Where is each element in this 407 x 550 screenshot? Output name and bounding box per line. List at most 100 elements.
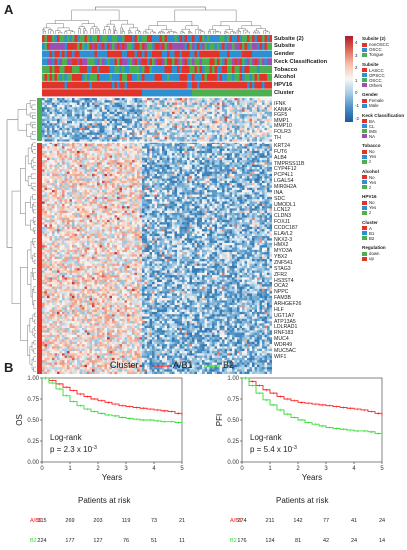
heatmap-cell [239, 183, 243, 186]
heatmap-cell [134, 144, 138, 147]
annotation-cell [132, 42, 135, 50]
heatmap-cell [177, 104, 180, 108]
heatmap-cell [214, 100, 218, 103]
heatmap-cell [232, 185, 235, 188]
heatmap-cell [229, 134, 233, 138]
heatmap-cell [132, 104, 135, 108]
heatmap-cell [249, 98, 253, 101]
heatmap-cell [174, 130, 178, 133]
heatmap-cell [264, 171, 268, 175]
heatmap-cell [212, 155, 215, 158]
heatmap-cell [224, 125, 228, 129]
heatmap-cell [269, 111, 272, 115]
heatmap-cell [84, 185, 88, 188]
annotation-cell [239, 89, 243, 97]
annotation-cell [234, 50, 238, 58]
annotation-cell [182, 35, 185, 43]
heatmap-cell [49, 130, 53, 133]
annotation-cell [192, 89, 195, 97]
heatmap-cell [214, 130, 218, 133]
heatmap-cell [74, 109, 78, 112]
heatmap-cell [242, 114, 245, 117]
heatmap-cell [59, 183, 63, 186]
heatmap-cell [94, 141, 98, 145]
heatmap-cell [164, 132, 168, 135]
annotation-cell [57, 89, 60, 97]
annotation-cell [229, 35, 233, 43]
heatmap-cell [259, 132, 263, 135]
heatmap-cell [62, 109, 65, 112]
heatmap-cell [92, 162, 95, 165]
heatmap-cell [149, 171, 153, 175]
heatmap-cell [152, 121, 155, 124]
annotation-cell [117, 42, 120, 50]
heatmap-cell [267, 155, 270, 158]
heatmap-cell [192, 164, 195, 168]
heatmap-cell [62, 98, 65, 101]
heatmap-cell [119, 107, 123, 110]
heatmap-cell [162, 183, 165, 186]
heatmap-cell [142, 118, 145, 122]
annotation-cell [119, 89, 123, 97]
heatmap-cell [167, 157, 170, 161]
annotation-cell [69, 50, 73, 58]
heatmap-cell [84, 167, 88, 170]
heatmap-cell [104, 178, 108, 181]
heatmap-cell [264, 116, 268, 119]
heatmap-cell [107, 123, 110, 126]
heatmap-cell [237, 169, 240, 172]
heatmap-cell [209, 104, 213, 108]
heatmap-cell [107, 102, 110, 106]
heatmap-cell [174, 127, 178, 131]
heatmap-cell [42, 141, 45, 145]
heatmap-cell [112, 139, 115, 142]
heatmap-cell [152, 123, 155, 126]
heatmap-cell [107, 111, 110, 115]
heatmap-cell [84, 100, 88, 103]
heatmap-cell [137, 167, 140, 170]
heatmap-cell [69, 132, 73, 135]
heatmap-cell [47, 164, 50, 168]
heatmap-cell [259, 137, 263, 140]
heatmap-cell [137, 130, 140, 133]
heatmap-cell [159, 98, 163, 101]
heatmap-cell [239, 178, 243, 181]
heatmap-cell [244, 127, 248, 131]
heatmap-cell [242, 178, 245, 181]
heatmap-cell [79, 180, 83, 184]
heatmap-cell [94, 137, 98, 140]
annotation-cell [224, 50, 228, 58]
heatmap-cell [67, 116, 70, 119]
annotation-cell [74, 42, 78, 50]
annotation-cell [269, 35, 272, 43]
annotation-cell [64, 35, 68, 43]
heatmap-cell [89, 114, 93, 117]
heatmap-cell [42, 116, 45, 119]
heatmap-cell [182, 100, 185, 103]
heatmap-cell [162, 104, 165, 108]
heatmap-cell [119, 102, 123, 106]
annotation-cell [114, 66, 118, 74]
heatmap-cell [57, 162, 60, 165]
heatmap-cell [219, 144, 223, 147]
heatmap-cell [264, 139, 268, 142]
heatmap-cell [194, 100, 198, 103]
heatmap-cell [77, 132, 80, 135]
heatmap-cell [207, 160, 210, 163]
heatmap-cell [84, 104, 88, 108]
heatmap-cell [172, 132, 175, 135]
heatmap-cell [154, 162, 158, 165]
heatmap-cell [142, 176, 145, 179]
heatmap-cell [139, 144, 143, 147]
heatmap-cell [217, 123, 220, 126]
heatmap-cell [137, 162, 140, 165]
heatmap-cell [59, 160, 63, 163]
heatmap-cell [87, 130, 90, 133]
heatmap-cell [122, 141, 125, 145]
heatmap-cell [172, 114, 175, 117]
heatmap-cell [114, 148, 118, 152]
heatmap-cell [104, 132, 108, 135]
heatmap-cell [84, 164, 88, 168]
annotation-cell [189, 73, 193, 81]
heatmap-cell [167, 146, 170, 149]
